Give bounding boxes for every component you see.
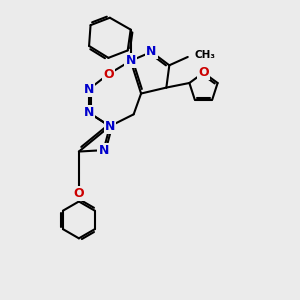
- Text: O: O: [198, 66, 209, 79]
- Text: O: O: [74, 187, 84, 200]
- Text: N: N: [146, 45, 157, 58]
- Text: O: O: [103, 68, 114, 81]
- Text: N: N: [84, 82, 94, 96]
- Text: N: N: [125, 54, 136, 67]
- Text: CH₃: CH₃: [194, 50, 215, 61]
- Text: N: N: [105, 120, 115, 133]
- Text: N: N: [105, 120, 115, 133]
- Text: N: N: [98, 144, 109, 157]
- Text: N: N: [84, 106, 94, 119]
